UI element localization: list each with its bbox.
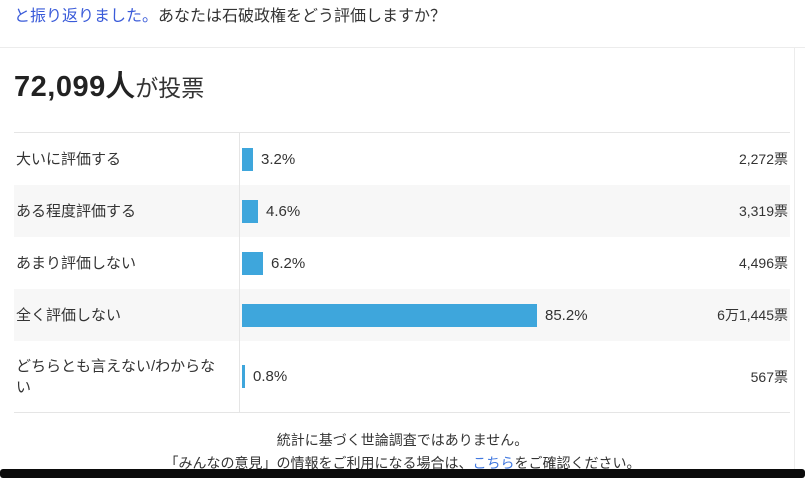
content-right-border — [794, 47, 795, 470]
poll-bar-cell: 0.8% — [240, 341, 751, 412]
poll-bar-cell: 6.2% — [240, 237, 739, 289]
bottom-black-bar — [0, 469, 805, 478]
intro-link[interactable]: と振り返りました。 — [14, 8, 159, 25]
poll-votes: 6万1,445票 — [717, 307, 788, 323]
poll-votes: 567票 — [750, 368, 788, 385]
poll-bar — [242, 251, 263, 275]
poll-bar-cell: 4.6% — [240, 185, 739, 237]
poll-votes: 4,496票 — [738, 255, 788, 271]
poll-votes: 3,319票 — [738, 203, 788, 219]
poll-intro: と振り返りました。あなたは石破政権をどう評価しますか？ — [0, 0, 805, 29]
poll-row: 大いに評価する 3.2% 2,272票 — [14, 133, 790, 185]
footer-line1: 統計に基づく世論調査ではありません。 — [276, 432, 529, 448]
poll-option-label: どちらとも言えない/わからない — [14, 341, 240, 412]
vote-count: 72,099人 — [14, 71, 136, 103]
footer-line2: 「みんなの意見」の情報をご利用になる場合は、こちらをご確認ください。 — [0, 452, 805, 475]
poll-row: ある程度評価する 4.6% 3,319票 — [14, 185, 790, 237]
poll-bar-cell: 3.2% — [240, 133, 739, 185]
poll-option-label: ある程度評価する — [14, 185, 240, 237]
poll-row: 全く評価しない 85.2% 6万1,445票 — [14, 289, 790, 341]
poll-results-table: 大いに評価する 3.2% 2,272票 ある程度評価する 4.6% 3,319票… — [14, 132, 790, 413]
poll-votes: 2,272票 — [738, 151, 788, 167]
poll-percent: 4.6% — [266, 202, 301, 220]
poll-percent: 3.2% — [261, 150, 296, 168]
footer-link[interactable]: こちら — [472, 455, 515, 471]
poll-percent: 85.2% — [545, 306, 588, 324]
poll-bar — [242, 199, 258, 223]
vote-count-heading: 72,099人が投票 — [14, 69, 791, 110]
poll-option-label: 全く評価しない — [14, 289, 240, 341]
poll-bar-cell: 85.2% — [240, 289, 717, 341]
poll-bar — [242, 147, 253, 171]
poll-bar — [242, 365, 245, 388]
section-divider — [0, 47, 805, 48]
poll-option-label: 大いに評価する — [14, 133, 240, 185]
poll-option-label: あまり評価しない — [14, 237, 240, 289]
footer-line2-prefix: 「みんなの意見」の情報をご利用になる場合は、 — [164, 455, 473, 471]
poll-percent: 0.8% — [253, 368, 288, 385]
poll-question: あなたは石破政権をどう評価しますか？ — [158, 8, 447, 25]
poll-bar — [242, 303, 537, 327]
poll-row: あまり評価しない 6.2% 4,496票 — [14, 237, 790, 289]
vote-count-suffix: が投票 — [135, 75, 205, 101]
poll-percent: 6.2% — [271, 254, 306, 272]
footer-disclaimer: 統計に基づく世論調査ではありません。 「みんなの意見」の情報をご利用になる場合は… — [0, 429, 805, 475]
footer-line2-suffix: をご確認ください。 — [514, 455, 641, 471]
poll-row: どちらとも言えない/わからない 0.8% 567票 — [14, 341, 790, 412]
